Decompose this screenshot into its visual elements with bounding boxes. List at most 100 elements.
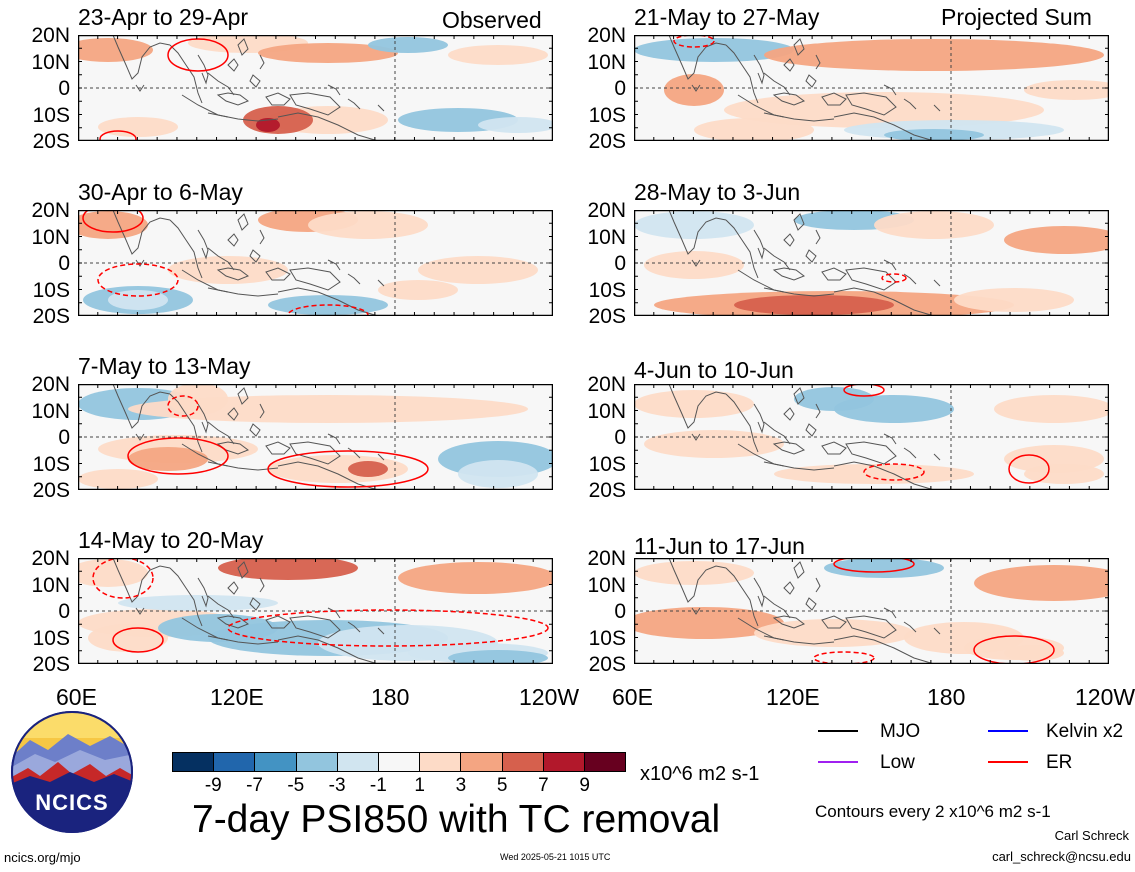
er-contour xyxy=(92,558,154,599)
anomaly-region xyxy=(634,390,754,418)
anomaly-region xyxy=(764,39,1104,71)
er-contour xyxy=(863,463,925,481)
coastline xyxy=(327,259,341,271)
lat-label: 10S xyxy=(32,278,70,302)
lat-label: 10S xyxy=(588,278,626,302)
coastline xyxy=(772,92,806,106)
coastline xyxy=(259,403,265,419)
anomaly-region xyxy=(378,280,458,300)
coastline xyxy=(197,577,209,608)
panel-8-title: 11-Jun to 17-Jun xyxy=(634,533,805,559)
panel-3-map xyxy=(78,210,553,316)
coastline xyxy=(347,621,361,633)
anomaly-region xyxy=(644,430,784,458)
lon-label: 180 xyxy=(927,684,966,710)
anomaly-shading xyxy=(78,558,553,664)
coastline xyxy=(216,267,250,281)
coastline xyxy=(135,84,145,92)
panel-3-title: 30-Apr to 6-May xyxy=(78,179,243,205)
er-contour xyxy=(127,437,229,475)
coastline xyxy=(691,84,701,92)
coastline xyxy=(289,92,341,116)
coastline xyxy=(207,421,235,445)
coastline xyxy=(753,403,765,434)
coastline xyxy=(783,407,795,421)
coastline xyxy=(259,577,265,593)
anomaly-shading xyxy=(634,210,1109,316)
anomaly-shading xyxy=(634,387,1109,484)
anomaly-region xyxy=(754,619,914,647)
coastline xyxy=(883,84,897,96)
coastline xyxy=(763,421,791,445)
map-svg xyxy=(78,384,553,490)
anomaly-region xyxy=(1024,464,1104,484)
er-contour xyxy=(97,263,179,297)
colorbar-tick-label: 7 xyxy=(538,775,549,796)
coastline xyxy=(763,635,835,645)
colorbar-cell xyxy=(502,753,544,771)
anomaly-region xyxy=(478,117,553,133)
panel-1-map xyxy=(78,35,553,141)
anomaly-region xyxy=(258,43,398,63)
coastline xyxy=(169,219,203,279)
coastline xyxy=(112,35,171,80)
lat-label: 20N xyxy=(587,547,626,570)
er-contour xyxy=(267,450,429,488)
lat-label: 20N xyxy=(31,24,70,47)
coastline xyxy=(207,112,279,122)
anomaly-region xyxy=(1024,80,1109,100)
coastline xyxy=(135,433,145,441)
lat-label: 0 xyxy=(58,77,70,100)
anomaly-region xyxy=(118,595,278,611)
colorbar-units: x10^6 m2 s-1 xyxy=(640,763,760,785)
colorbar-cell xyxy=(173,753,215,771)
coastline xyxy=(933,453,941,461)
lon-label: 120W xyxy=(1075,686,1135,709)
coastline xyxy=(833,112,935,141)
panel-7-map xyxy=(78,558,553,664)
anomaly-region xyxy=(634,607,784,639)
er-contour xyxy=(843,384,885,397)
coastline xyxy=(112,384,171,429)
coastline xyxy=(327,607,341,619)
coastline xyxy=(265,92,291,106)
map-svg xyxy=(634,558,1109,664)
colorbar-cell xyxy=(296,753,338,771)
legend-label-kelvin: Kelvin x2 xyxy=(1046,721,1124,742)
coastline xyxy=(763,461,835,471)
lat-label: 20S xyxy=(32,305,70,328)
anomaly-region xyxy=(78,211,148,239)
panel-8-map xyxy=(634,558,1109,664)
anomaly-region xyxy=(243,106,313,134)
lon-label: 180 xyxy=(371,684,410,710)
er-contour xyxy=(833,558,915,573)
coastline xyxy=(249,74,261,88)
anomaly-region xyxy=(218,558,358,580)
anomaly-shading xyxy=(78,35,553,137)
coastline xyxy=(277,112,379,141)
anomaly-region xyxy=(448,650,548,664)
anomaly-region xyxy=(644,251,744,279)
legend-swatch-low xyxy=(818,761,858,763)
coastline xyxy=(815,577,821,593)
coastline xyxy=(725,219,759,279)
coastline xyxy=(277,461,379,490)
lat-label: 10S xyxy=(32,452,70,476)
lat-label: 10N xyxy=(31,399,70,423)
lat-label: 10S xyxy=(588,452,626,476)
lon-label: 60E xyxy=(56,684,97,710)
coastline xyxy=(265,267,291,281)
coastline xyxy=(793,213,805,231)
timestamp: Wed 2025-05-21 1015 UTC xyxy=(500,852,611,862)
anomaly-region xyxy=(954,288,1074,312)
map-svg xyxy=(634,35,1109,141)
anomaly-region xyxy=(1004,645,1064,661)
colorbar-cell xyxy=(337,753,379,771)
anomaly-region xyxy=(634,561,754,585)
map-svg xyxy=(78,558,553,664)
lat-label: 10S xyxy=(588,626,626,650)
er-contour xyxy=(167,395,199,417)
lat-label: 0 xyxy=(58,426,70,449)
er-contour xyxy=(881,273,907,283)
panel-4-map xyxy=(634,210,1109,316)
